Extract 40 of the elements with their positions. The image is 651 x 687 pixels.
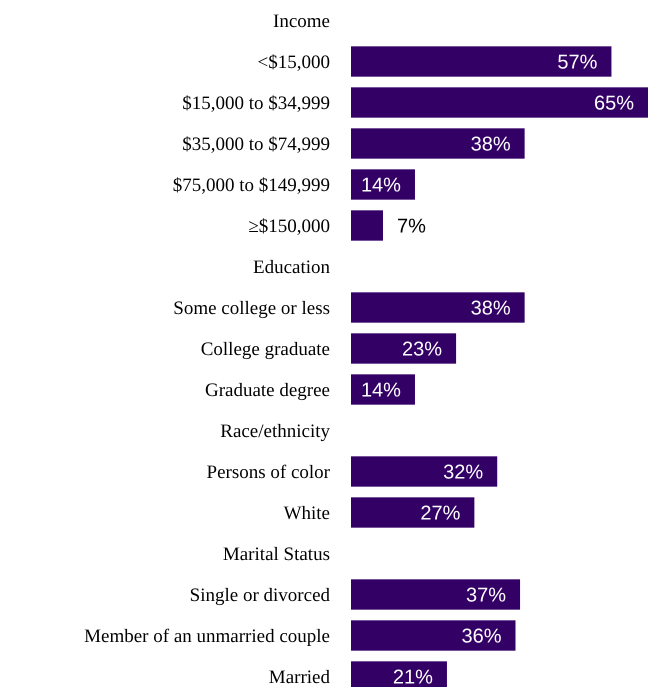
bar	[351, 456, 498, 487]
y-tick-label: Some college or less	[173, 298, 330, 320]
bar	[351, 46, 612, 77]
data-label: 65%	[594, 92, 634, 114]
y-tick-label: Income	[273, 11, 330, 32]
data-label: 57%	[557, 52, 598, 74]
bar	[351, 128, 525, 159]
y-tick-label: Persons of color	[206, 462, 331, 484]
y-tick-label: <$15,000	[258, 52, 330, 74]
y-tick-label: Race/ethnicity	[220, 421, 330, 442]
bar	[351, 87, 648, 118]
y-tick-label: Graduate degree	[204, 380, 330, 402]
data-label: 38%	[470, 134, 511, 156]
bar	[351, 620, 516, 651]
y-tick-label: White	[284, 503, 330, 524]
y-tick-label: College graduate	[200, 339, 330, 360]
data-label: 14%	[360, 174, 402, 196]
bar	[351, 579, 520, 610]
data-label: 38%	[470, 298, 511, 320]
y-tick-label: Married	[268, 667, 330, 687]
y-tick-label: ≥$150,000	[248, 216, 330, 238]
data-label: 32%	[443, 462, 484, 484]
y-tick-label: Education	[252, 257, 330, 278]
bar	[351, 333, 456, 364]
data-label: 21%	[392, 666, 434, 687]
data-label: 7%	[396, 216, 426, 238]
y-tick-label: $15,000 to $34,999	[182, 93, 330, 114]
bar	[351, 210, 383, 241]
bar	[351, 497, 474, 528]
data-label: 27%	[420, 502, 461, 524]
y-tick-label: Marital Status	[222, 544, 330, 566]
data-label: 36%	[461, 626, 502, 648]
data-label: 23%	[402, 338, 442, 360]
y-tick-label: $35,000 to $74,999	[182, 134, 330, 156]
y-tick-label: Single or divorced	[190, 585, 330, 606]
y-tick-label: Member of an unmarried couple	[84, 626, 330, 648]
y-tick-label: $75,000 to $149,999	[172, 175, 330, 196]
data-label: 37%	[466, 584, 506, 606]
data-label: 14%	[360, 380, 402, 402]
bar	[351, 292, 525, 323]
